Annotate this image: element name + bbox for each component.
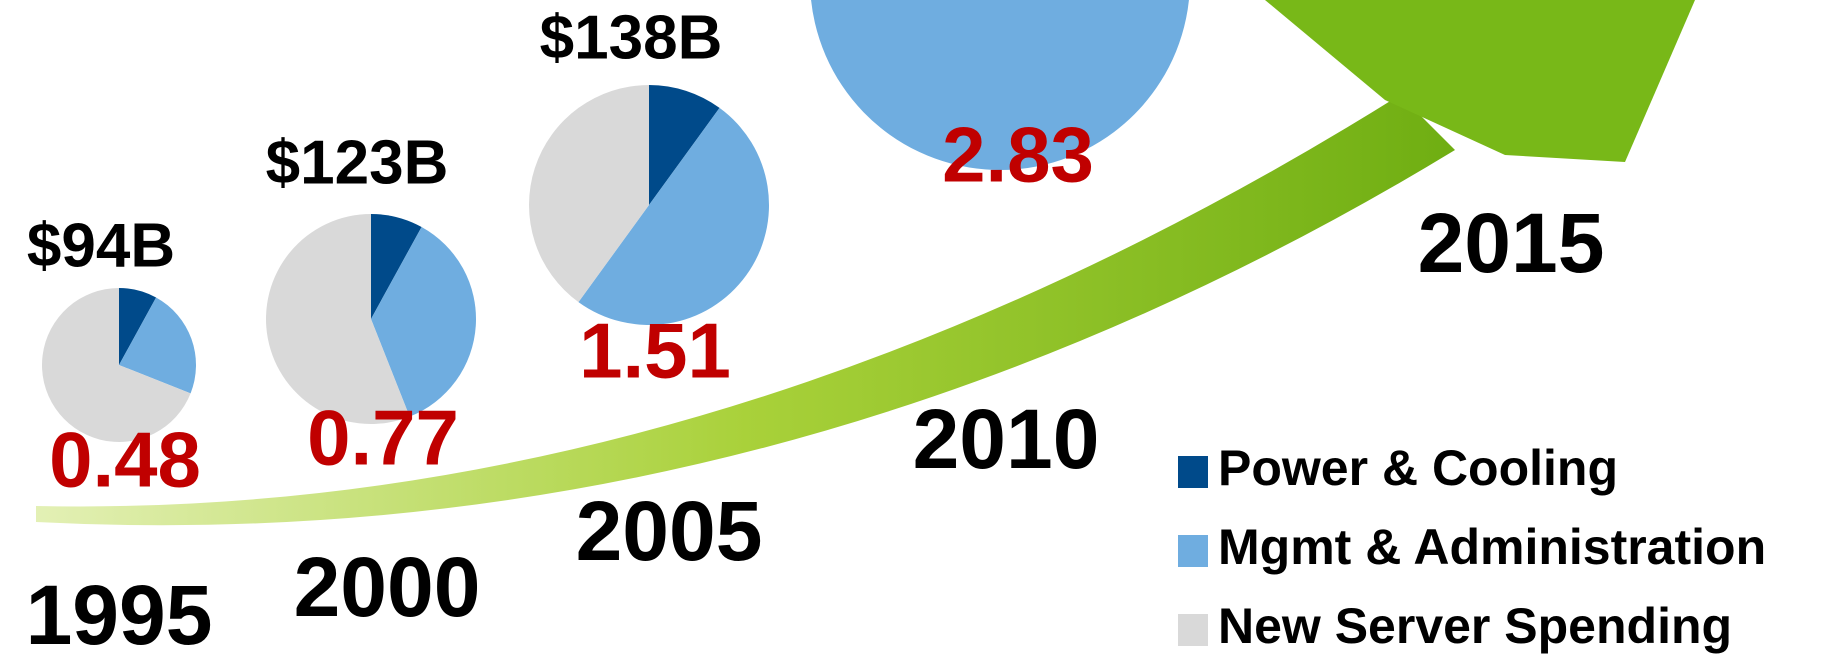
pie-slice <box>371 214 422 319</box>
year-label: 2005 <box>576 484 763 578</box>
growth-arrow-head <box>1265 0 1695 162</box>
legend-label: Power & Cooling <box>1218 440 1618 496</box>
year-label: 2010 <box>913 392 1100 486</box>
pie-ratio: 0.48 <box>49 416 201 504</box>
pie-slice <box>119 297 196 394</box>
growth-arrow-body <box>36 95 1455 526</box>
pie-slice <box>529 85 649 303</box>
pie-slice <box>578 107 770 325</box>
legend-label: New Server Spending <box>1218 598 1732 654</box>
year-label: 1995 <box>26 568 213 658</box>
pie-ratio: 2.83 <box>942 111 1094 199</box>
pie-slice <box>649 85 720 205</box>
pie-ratio: 1.51 <box>579 307 731 395</box>
legend-swatch <box>1178 456 1208 488</box>
year-label: 2000 <box>294 540 481 634</box>
pie-ratio: 0.77 <box>307 394 459 482</box>
pie-total: $138B <box>540 3 723 72</box>
pie-slice <box>811 0 1189 170</box>
pie-slice <box>41 288 191 442</box>
pie-slice <box>371 226 476 417</box>
legend-label: Mgmt & Administration <box>1218 519 1766 575</box>
pie-total: $123B <box>266 128 449 197</box>
pie-total: $94B <box>27 211 175 280</box>
pie-slice <box>119 288 157 365</box>
legend-swatch <box>1178 614 1208 646</box>
legend-swatch <box>1178 535 1208 567</box>
pie-slice <box>266 214 410 424</box>
year-label: 2015 <box>1418 196 1605 290</box>
